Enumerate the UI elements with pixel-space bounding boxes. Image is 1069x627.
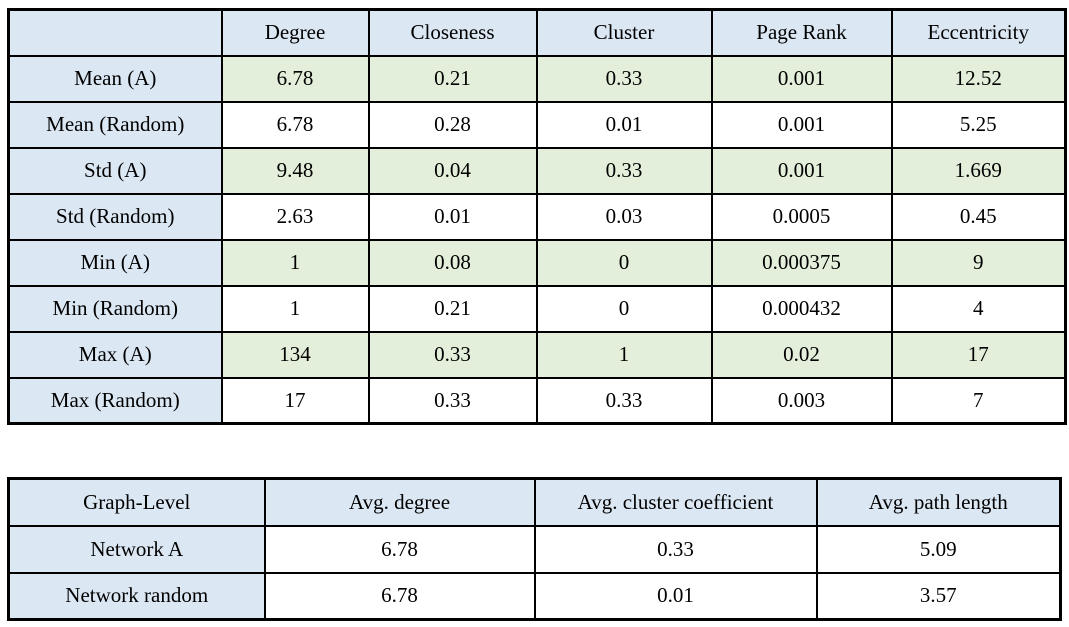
row-label: Max (A) [7,330,223,379]
graph-table-header-avg-degree: Avg. degree [263,477,536,527]
graph-table-header-avg-path-length: Avg. path length [815,477,1062,527]
table-cell: 7 [890,376,1067,425]
table-row: Std (Random) 2.63 0.01 0.03 0.0005 0.45 [7,192,1067,241]
table-cell: 6.78 [263,524,536,574]
table-cell: 2.63 [220,192,370,241]
table-cell: 0.000432 [710,284,893,333]
node-table-header-degree: Degree [220,8,370,57]
table-cell: 17 [890,330,1067,379]
graph-table-header-row: Graph-Level Avg. degree Avg. cluster coe… [7,477,1062,527]
table-cell: 1.669 [890,146,1067,195]
table-row: Max (A) 134 0.33 1 0.02 17 [7,330,1067,379]
table-cell: 9.48 [220,146,370,195]
node-level-stats-table: Degree Closeness Cluster Page Rank Eccen… [7,8,1067,425]
graph-table-header-avg-cluster-coefficient: Avg. cluster coefficient [533,477,818,527]
node-table-header-cluster: Cluster [535,8,713,57]
table-cell: 5.25 [890,100,1067,149]
table-cell: 5.09 [815,524,1062,574]
table-cell: 0.02 [710,330,893,379]
table-cell: 0 [535,238,713,287]
graph-level-stats-table: Graph-Level Avg. degree Avg. cluster coe… [7,477,1062,621]
table-cell: 0.33 [367,376,538,425]
table-cell: 0.001 [710,146,893,195]
row-label: Max (Random) [7,376,223,425]
table-cell: 0.001 [710,54,893,103]
row-label: Min (A) [7,238,223,287]
table-cell: 3.57 [815,571,1062,621]
table-cell: 1 [220,284,370,333]
table-cell: 6.78 [220,100,370,149]
table-cell: 0 [535,284,713,333]
table-cell: 0.001 [710,100,893,149]
node-table-corner-cell [7,8,223,57]
row-label: Std (A) [7,146,223,195]
table-cell: 0.000375 [710,238,893,287]
table-cell: 134 [220,330,370,379]
table-cell: 0.21 [367,284,538,333]
table-row: Mean (A) 6.78 0.21 0.33 0.001 12.52 [7,54,1067,103]
table-cell: 17 [220,376,370,425]
table-cell: 0.21 [367,54,538,103]
table-cell: 6.78 [263,571,536,621]
table-row: Mean (Random) 6.78 0.28 0.01 0.001 5.25 [7,100,1067,149]
table-cell: 12.52 [890,54,1067,103]
table-cell: 0.01 [367,192,538,241]
row-label: Std (Random) [7,192,223,241]
node-table-header-row: Degree Closeness Cluster Page Rank Eccen… [7,8,1067,57]
table-cell: 0.04 [367,146,538,195]
table-row: Max (Random) 17 0.33 0.33 0.003 7 [7,376,1067,425]
table-cell: 1 [220,238,370,287]
table-row: Network A 6.78 0.33 5.09 [7,524,1062,574]
row-label: Network random [7,571,266,621]
table-cell: 0.45 [890,192,1067,241]
table-cell: 1 [535,330,713,379]
table-cell: 0.33 [535,146,713,195]
table-cell: 0.03 [535,192,713,241]
row-label: Network A [7,524,266,574]
table-row: Min (A) 1 0.08 0 0.000375 9 [7,238,1067,287]
table-row: Network random 6.78 0.01 3.57 [7,571,1062,621]
graph-table-header-graph-level: Graph-Level [7,477,266,527]
table-cell: 0.28 [367,100,538,149]
node-table-header-closeness: Closeness [367,8,538,57]
node-table-header-eccentricity: Eccentricity [890,8,1067,57]
table-cell: 0.01 [535,100,713,149]
row-label: Min (Random) [7,284,223,333]
node-table-header-pagerank: Page Rank [710,8,893,57]
table-cell: 0.33 [533,524,818,574]
table-cell: 9 [890,238,1067,287]
table-row: Min (Random) 1 0.21 0 0.000432 4 [7,284,1067,333]
table-cell: 4 [890,284,1067,333]
row-label: Mean (Random) [7,100,223,149]
table-cell: 0.33 [535,54,713,103]
table-cell: 6.78 [220,54,370,103]
table-cell: 0.08 [367,238,538,287]
table-cell: 0.003 [710,376,893,425]
table-row: Std (A) 9.48 0.04 0.33 0.001 1.669 [7,146,1067,195]
table-cell: 0.0005 [710,192,893,241]
table-cell: 0.33 [367,330,538,379]
row-label: Mean (A) [7,54,223,103]
table-cell: 0.33 [535,376,713,425]
table-cell: 0.01 [533,571,818,621]
